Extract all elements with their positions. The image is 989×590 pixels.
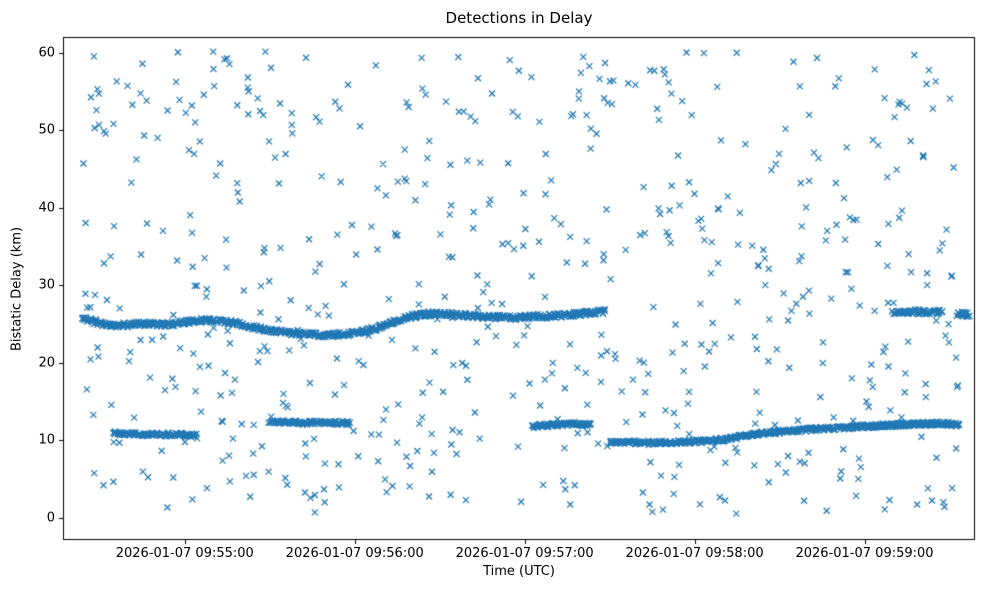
- y-tick-label: 10: [38, 432, 55, 448]
- x-tick-label: 2026-01-07 09:59:00: [795, 546, 934, 561]
- x-tick-label: 2026-01-07 09:56:00: [285, 546, 424, 561]
- y-tick-label: 60: [38, 45, 55, 60]
- chart-title: Detections in Delay: [445, 9, 593, 27]
- x-tick-label: 2026-01-07 09:55:00: [115, 546, 254, 561]
- y-tick-label: 30: [38, 277, 55, 293]
- y-tick-label: 50: [38, 122, 55, 138]
- y-tick-label: 40: [38, 200, 55, 216]
- y-tick-label: 0: [46, 510, 55, 526]
- x-axis-label: Time (UTC): [483, 564, 555, 579]
- y-axis-label: Bistatic Delay (km): [9, 226, 25, 352]
- x-tick-label: 2026-01-07 09:57:00: [455, 546, 594, 561]
- x-tick-label: 2026-01-07 09:58:00: [625, 546, 764, 561]
- y-tick-label: 20: [38, 355, 55, 371]
